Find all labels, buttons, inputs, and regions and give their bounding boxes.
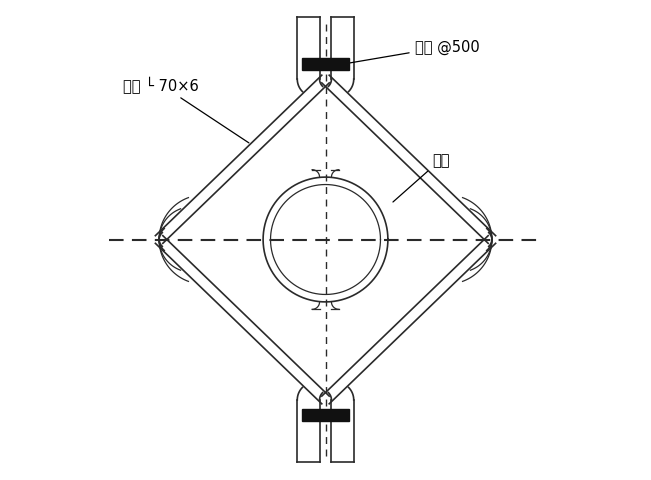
Bar (303, 409, 348, 421)
Text: 角钓 └ 70×6: 角钓 └ 70×6 (124, 77, 249, 144)
Text: 杆件: 杆件 (393, 153, 450, 203)
Bar (303, 59, 348, 71)
Text: 夹具 @500: 夹具 @500 (345, 40, 479, 65)
